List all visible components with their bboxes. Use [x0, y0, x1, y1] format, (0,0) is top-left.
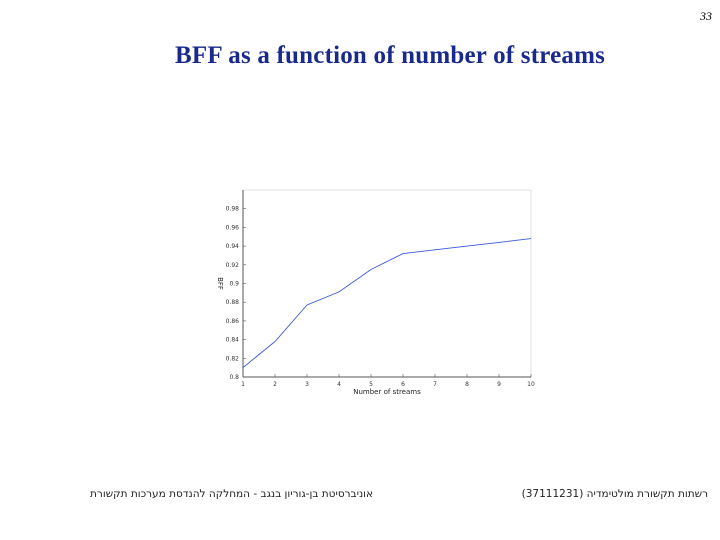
y-axis-ticks: 0.8 0.82 0.84 0.86 0.88 0.9 0.92 0.94 0.96 0.98 — [226, 206, 246, 381]
y-tick-label: 0.86 — [226, 318, 240, 325]
y-tick-label: 0.92 — [226, 262, 240, 269]
x-tick-label: 7 — [433, 381, 437, 388]
x-tick-label: 1 — [241, 381, 245, 388]
y-tick-label: 0.94 — [226, 243, 240, 250]
x-tick-label: 2 — [273, 381, 277, 388]
x-tick-label: 6 — [401, 381, 405, 388]
y-tick-label: 0.9 — [229, 281, 239, 288]
chart-svg: 0.8 0.82 0.84 0.86 0.88 0.9 0.92 0.94 0.96 0.98 1… — [216, 189, 535, 396]
y-tick-label: 0.98 — [226, 206, 240, 213]
plot-frame — [242, 189, 532, 378]
y-tick-label: 0.8 — [229, 374, 239, 381]
y-tick-label: 0.88 — [226, 299, 240, 306]
chart: 0.8 0.82 0.84 0.86 0.88 0.9 0.92 0.94 0.96 0.98 1… — [200, 180, 545, 415]
x-axis-label: Number of streams — [353, 388, 421, 396]
y-axis-label: BFF — [216, 277, 224, 290]
x-tick-label: 10 — [527, 381, 535, 388]
x-tick-label: 9 — [497, 381, 501, 388]
plot-box — [242, 189, 532, 378]
series-layer — [242, 238, 532, 368]
footer-course: רשתות תקשורת מולטימדיה (37111231) — [521, 488, 708, 500]
x-tick-label: 3 — [305, 381, 309, 388]
y-tick-label: 0.84 — [226, 337, 240, 344]
y-tick-label: 0.82 — [226, 355, 240, 362]
series-line — [242, 238, 532, 368]
x-tick-label: 4 — [337, 381, 341, 388]
x-axis-ticks: 1 2 3 4 5 6 7 8 9 10 — [241, 374, 535, 388]
slide-title: BFF as a function of number of streams — [174, 42, 606, 69]
y-tick-label: 0.96 — [226, 224, 240, 231]
page-number: 33 — [700, 9, 712, 23]
x-tick-label: 5 — [369, 381, 373, 388]
x-tick-label: 8 — [465, 381, 469, 388]
footer-university: אוניברסיטת בן-גוריון בנגב - המחלקה להנדס… — [90, 488, 374, 500]
